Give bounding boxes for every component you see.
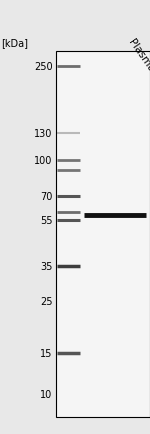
Text: 250: 250 xyxy=(34,62,52,72)
Text: 55: 55 xyxy=(40,216,52,226)
Text: 15: 15 xyxy=(40,348,52,358)
Text: 130: 130 xyxy=(34,128,52,138)
Text: 10: 10 xyxy=(40,389,52,399)
Text: Plasma: Plasma xyxy=(127,38,150,74)
Text: 70: 70 xyxy=(40,191,52,201)
Text: 35: 35 xyxy=(40,262,52,272)
Bar xyxy=(56,52,150,417)
Text: 25: 25 xyxy=(40,296,52,306)
Text: 100: 100 xyxy=(34,155,52,165)
Text: [kDa]: [kDa] xyxy=(2,38,28,48)
